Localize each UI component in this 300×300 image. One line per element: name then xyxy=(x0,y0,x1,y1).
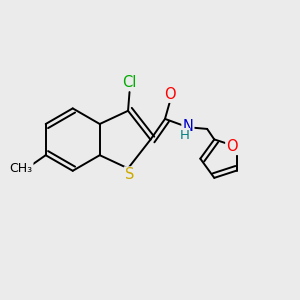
Text: H: H xyxy=(179,129,189,142)
Text: CH₃: CH₃ xyxy=(9,162,32,175)
Text: S: S xyxy=(125,167,134,182)
Text: Cl: Cl xyxy=(122,75,137,90)
Text: O: O xyxy=(164,87,176,102)
Text: O: O xyxy=(226,139,238,154)
Text: N: N xyxy=(182,118,193,134)
